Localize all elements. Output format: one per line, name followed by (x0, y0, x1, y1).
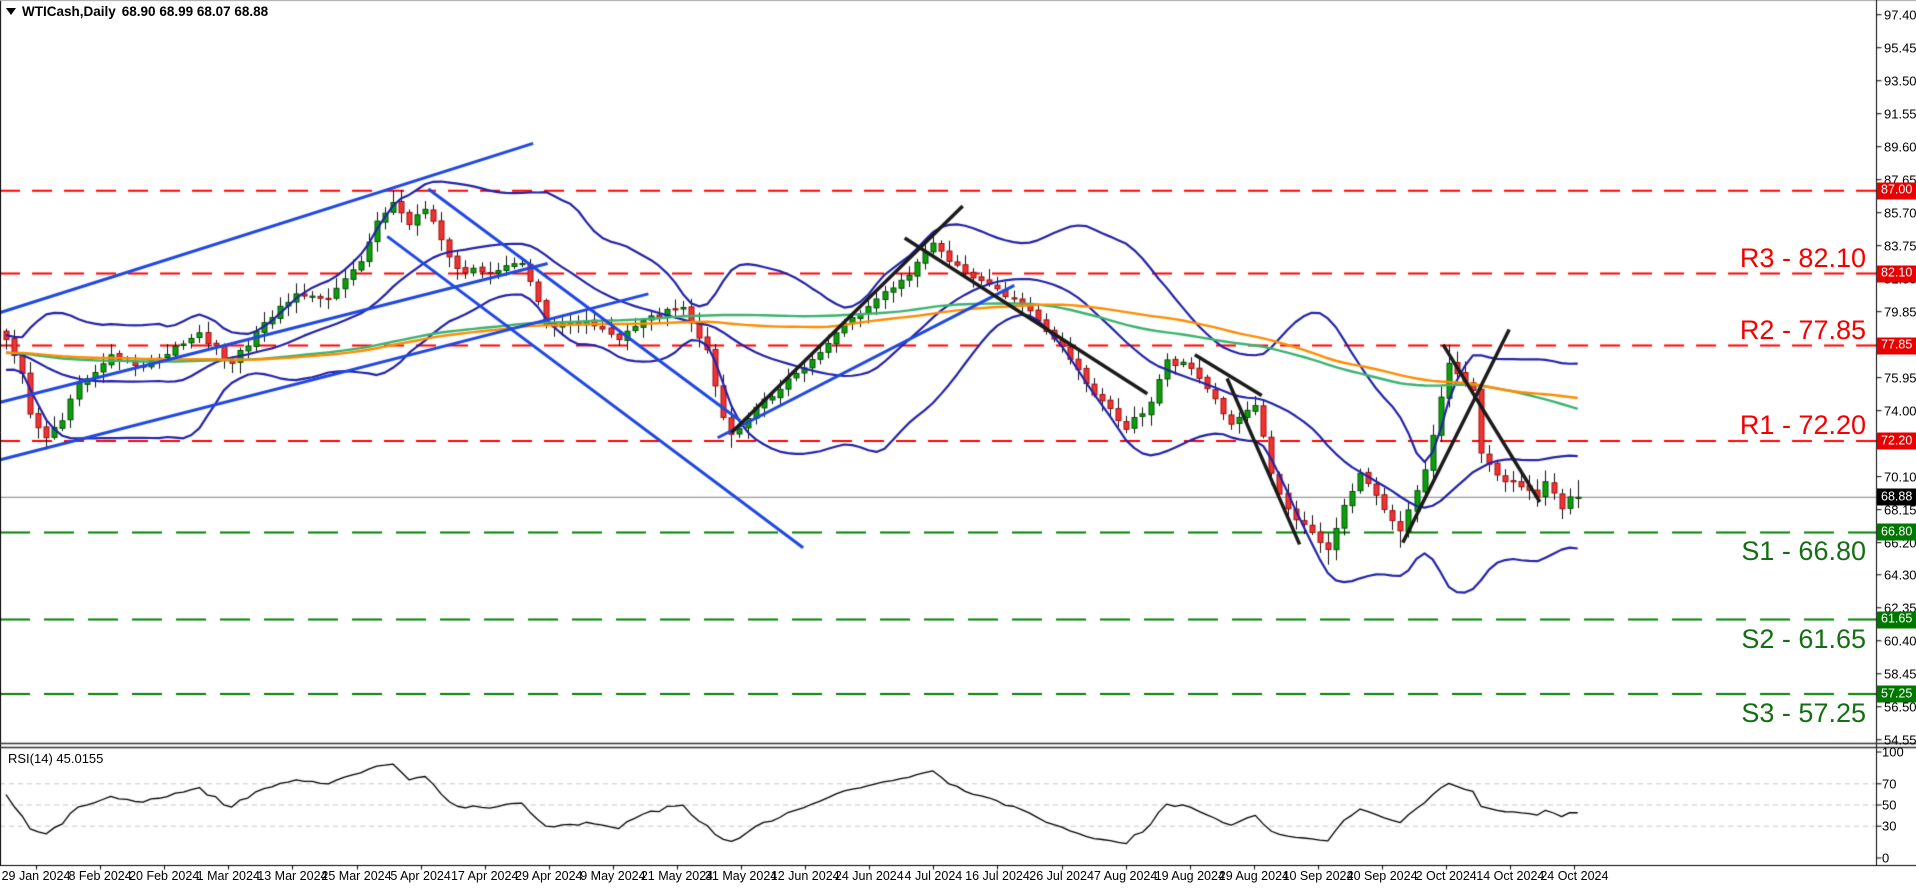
time-axis[interactable] (0, 865, 1877, 888)
price-axis[interactable] (1877, 0, 1916, 865)
symbol-dropdown-icon[interactable] (6, 8, 16, 15)
